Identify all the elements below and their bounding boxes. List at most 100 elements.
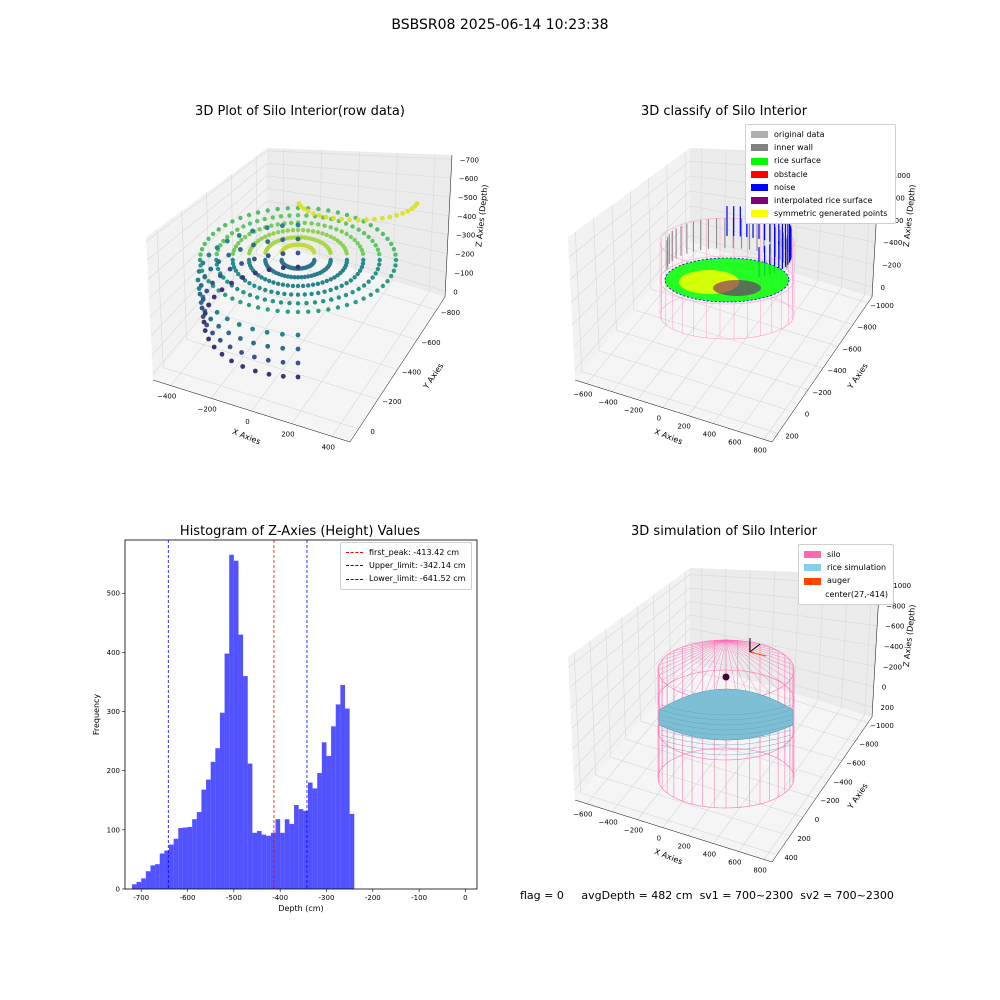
raw-point [295, 250, 301, 256]
raw-point [216, 259, 222, 265]
raw-point [238, 299, 243, 305]
histogram-bar [233, 560, 239, 889]
raw-point [196, 269, 202, 274]
raw-point [347, 217, 352, 223]
raw-point [279, 257, 284, 263]
z-grid-line [574, 235, 873, 371]
raw-point [252, 283, 257, 288]
z-tick-label: −200 [882, 262, 901, 270]
x-tick-label: -300 [319, 894, 335, 902]
raw-point [285, 309, 290, 314]
histogram-bar [252, 832, 257, 889]
z-tick-label: −700 [460, 156, 479, 164]
raw-point [252, 256, 257, 262]
z-tick-label: −100 [454, 269, 473, 277]
x-tick-label: −400 [599, 399, 618, 407]
histogram-bar [257, 831, 262, 889]
raw-point [364, 217, 369, 223]
legend-line-swatch [346, 578, 363, 580]
legend-item: original data [751, 128, 890, 141]
x-grid-line [355, 151, 360, 270]
x-axis-label: X Axies [231, 427, 262, 446]
raw-point [355, 217, 361, 223]
histogram-bar [345, 708, 350, 889]
raw-point [218, 243, 223, 248]
y-grid-line [156, 228, 164, 368]
y-tick-label: 0 [370, 428, 374, 436]
auger [722, 673, 730, 681]
z-tick-label: −400 [884, 643, 903, 651]
raw-point [280, 229, 286, 234]
histogram-bar [247, 763, 253, 889]
y-tick-label: 500 [107, 590, 120, 598]
z-tick-label: −800 [886, 602, 905, 610]
raw-point [295, 236, 301, 242]
raw-point [280, 331, 285, 337]
raw-point [335, 210, 341, 215]
silo-roof-line [725, 639, 791, 681]
raw-point [305, 274, 311, 279]
raw-point [275, 230, 281, 235]
x-tick-label: 400 [322, 443, 335, 451]
raw-point [230, 219, 235, 224]
raw-point [265, 343, 271, 349]
z-tick-label: −400 [883, 239, 902, 247]
z-grid-line [146, 162, 451, 261]
raw-point [290, 283, 296, 289]
x-axis-line [574, 379, 773, 443]
x-tick-label: −200 [197, 405, 216, 413]
raw-point [280, 223, 285, 229]
raw-point [262, 216, 267, 222]
legend-item: interpolated rice surface [751, 194, 890, 207]
raw-point [236, 271, 241, 277]
raw-point [310, 229, 316, 234]
raw-point [359, 247, 365, 253]
x-tick-label: 200 [677, 423, 690, 431]
raw-point [202, 328, 208, 333]
x-tick-label: -600 [180, 894, 196, 902]
raw-point [280, 237, 286, 243]
status-line: flag = 0 avgDepth = 482 cm sv1 = 700~230… [520, 889, 894, 902]
raw-point [262, 297, 267, 302]
y-grid-line [233, 282, 418, 341]
histogram-bar [178, 828, 183, 889]
rice-mesh-line [660, 744, 792, 756]
silo-roof-line [658, 639, 727, 676]
z-tick-label: 0 [453, 288, 457, 296]
raw-point [310, 282, 316, 287]
legend-label: center(27,-414) [825, 589, 888, 599]
legend-swatch [804, 564, 821, 572]
raw-point [373, 243, 378, 248]
raw-point [200, 297, 206, 302]
silo-wireframe-ring [659, 255, 795, 305]
raw-point [391, 268, 397, 273]
y-tick-label: −600 [421, 339, 440, 347]
z-grid-line [572, 205, 876, 326]
raw-point [393, 252, 398, 257]
raw-point [304, 300, 309, 306]
raw-point [331, 215, 336, 221]
simulation-geometry [657, 638, 795, 809]
legend-item: silo [804, 548, 888, 561]
raw-point [320, 231, 325, 236]
y-grid-line [181, 210, 187, 340]
histogram-bar [169, 844, 174, 889]
silo-roof-line [673, 639, 727, 651]
histogram-bar [219, 712, 225, 889]
rice-mesh-line [660, 714, 792, 726]
status-flag: flag = 0 [520, 889, 564, 902]
raw-point [344, 302, 350, 308]
z-tick-label: −200 [455, 251, 474, 259]
raw-point [356, 286, 361, 292]
floor-pane [575, 662, 872, 862]
legend-item: center(27,-414) [804, 588, 888, 601]
raw-point [328, 234, 333, 239]
y-tick-label: 200 [797, 835, 810, 843]
raw-point [239, 261, 244, 266]
histogram-bar [349, 813, 355, 889]
silo-roof-line [673, 639, 727, 690]
raw-point [287, 300, 292, 306]
raw-point [280, 282, 286, 287]
raw-point [323, 214, 329, 220]
y-tick-label: −600 [842, 345, 861, 353]
